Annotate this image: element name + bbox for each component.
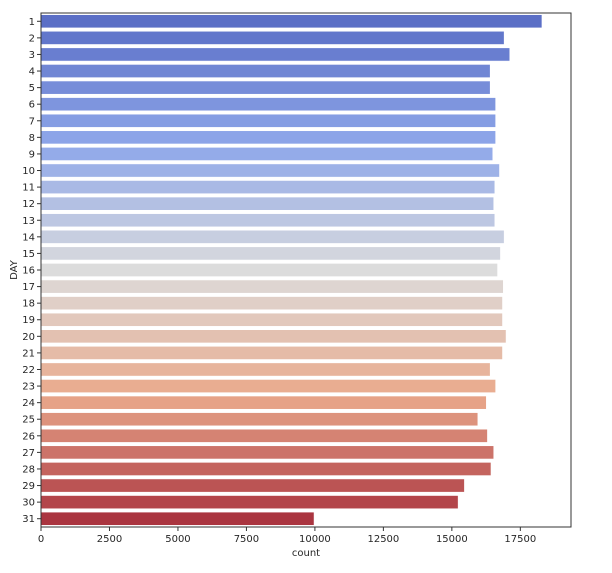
y-tick-label: 3 bbox=[29, 50, 35, 61]
y-tick-label: 19 bbox=[22, 315, 35, 326]
bar-day-17 bbox=[40, 279, 504, 294]
y-tick-label: 28 bbox=[22, 464, 35, 475]
bar-day-7 bbox=[40, 113, 496, 128]
bar-day-1 bbox=[40, 14, 543, 29]
bar-day-29 bbox=[40, 478, 465, 493]
y-tick-label: 1 bbox=[29, 17, 35, 28]
bar-day-15 bbox=[40, 246, 501, 261]
bar-day-23 bbox=[40, 379, 496, 393]
y-tick-label: 30 bbox=[22, 498, 35, 509]
y-tick-label: 18 bbox=[22, 299, 35, 310]
bar-day-9 bbox=[40, 147, 494, 161]
y-tick-label: 21 bbox=[22, 348, 35, 359]
bar-day-26 bbox=[40, 428, 488, 443]
y-tick-label: 25 bbox=[22, 415, 35, 426]
bar-day-22 bbox=[40, 362, 491, 377]
y-tick-label: 15 bbox=[22, 249, 35, 260]
y-tick-label: 10 bbox=[22, 166, 35, 177]
bar-day-20 bbox=[40, 329, 507, 344]
bar-day-21 bbox=[40, 345, 503, 360]
bar-day-6 bbox=[40, 97, 496, 112]
y-tick-label: 31 bbox=[22, 514, 35, 525]
bar-day-11 bbox=[40, 180, 496, 195]
bar-day-24 bbox=[40, 395, 487, 410]
y-tick-label: 9 bbox=[29, 149, 35, 160]
x-tick-label: 15000 bbox=[436, 534, 468, 545]
y-tick-label: 27 bbox=[22, 448, 35, 459]
bar-day-28 bbox=[40, 462, 492, 476]
y-tick-label: 17 bbox=[22, 282, 35, 293]
bar-day-12 bbox=[40, 196, 495, 211]
y-tick-label: 16 bbox=[22, 266, 35, 277]
bar-day-3 bbox=[40, 47, 511, 62]
bar-day-14 bbox=[40, 229, 505, 244]
x-tick-label: 5000 bbox=[165, 534, 190, 545]
x-tick-label: 17500 bbox=[504, 534, 536, 545]
x-tick-label: 12500 bbox=[367, 534, 399, 545]
y-tick-label: 22 bbox=[22, 365, 35, 376]
bar-day-31 bbox=[40, 511, 315, 526]
y-tick-label: 20 bbox=[22, 332, 35, 343]
bar-day-16 bbox=[40, 263, 498, 277]
x-axis-label: count bbox=[292, 548, 320, 559]
y-tick-label: 24 bbox=[22, 398, 35, 409]
bar-day-30 bbox=[40, 495, 459, 510]
bar-day-8 bbox=[40, 130, 496, 145]
x-tick-label: 2500 bbox=[97, 534, 122, 545]
y-tick-label: 11 bbox=[22, 183, 35, 194]
y-tick-label: 6 bbox=[29, 100, 35, 111]
y-tick-label: 4 bbox=[29, 67, 35, 78]
y-axis-label: DAY bbox=[9, 259, 20, 280]
bar-day-5 bbox=[40, 80, 491, 95]
x-tick-label: 10000 bbox=[299, 534, 331, 545]
y-tick-label: 23 bbox=[22, 382, 35, 393]
y-tick-label: 26 bbox=[22, 431, 35, 442]
y-tick-label: 12 bbox=[22, 199, 35, 210]
y-tick-label: 14 bbox=[22, 232, 35, 243]
y-tick-label: 13 bbox=[22, 216, 35, 227]
x-tick-label: 0 bbox=[38, 534, 44, 545]
y-tick-label: 8 bbox=[29, 133, 35, 144]
y-tick-label: 29 bbox=[22, 481, 35, 492]
y-tick-label: 7 bbox=[29, 116, 35, 127]
bar-day-2 bbox=[40, 30, 505, 45]
bar-day-13 bbox=[40, 213, 496, 228]
bar-day-18 bbox=[40, 296, 503, 311]
bar-day-25 bbox=[40, 412, 479, 427]
y-tick-label: 5 bbox=[29, 83, 35, 94]
bar-day-10 bbox=[40, 163, 500, 178]
bar-day-4 bbox=[40, 64, 491, 78]
bar-day-27 bbox=[40, 445, 495, 460]
y-tick-label: 2 bbox=[29, 33, 35, 44]
bar-day-19 bbox=[40, 312, 503, 327]
x-tick-label: 7500 bbox=[234, 534, 259, 545]
